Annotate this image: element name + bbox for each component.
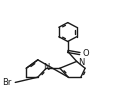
- Text: N: N: [43, 63, 49, 72]
- Text: N: N: [78, 58, 84, 67]
- Text: Br: Br: [2, 78, 11, 87]
- Text: O: O: [82, 49, 88, 58]
